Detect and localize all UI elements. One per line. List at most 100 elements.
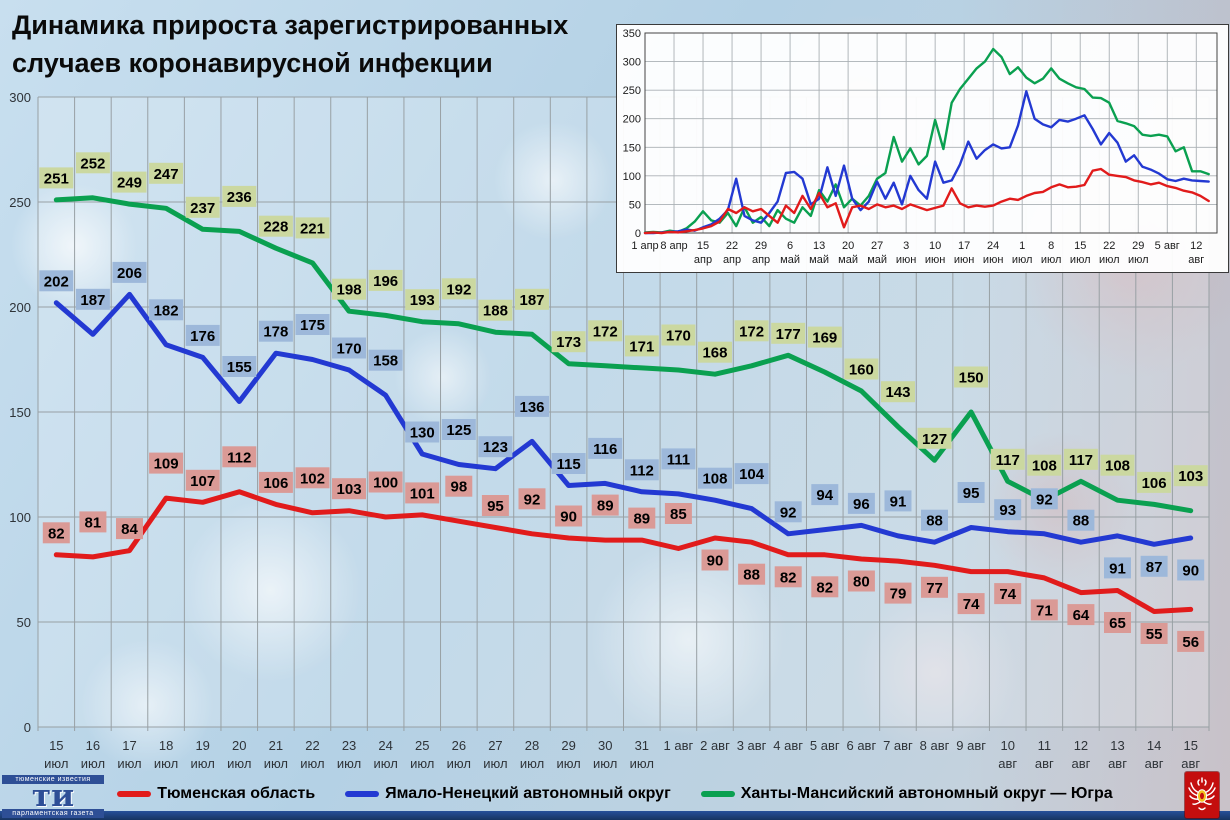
- svg-text:авг: авг: [1108, 756, 1127, 771]
- svg-text:5 авг: 5 авг: [810, 738, 840, 753]
- page-title: Динамика прироста зарегистрированных слу…: [12, 6, 568, 83]
- svg-text:23: 23: [342, 738, 356, 753]
- svg-text:100: 100: [373, 475, 398, 492]
- svg-text:июл: июл: [191, 756, 215, 771]
- svg-text:55: 55: [1146, 626, 1163, 643]
- svg-text:64: 64: [1073, 607, 1090, 624]
- svg-text:74: 74: [963, 596, 980, 613]
- svg-text:300: 300: [9, 90, 31, 105]
- svg-text:100: 100: [9, 510, 31, 525]
- svg-text:109: 109: [154, 456, 179, 473]
- green-line-swatch-icon: [700, 791, 735, 797]
- svg-text:50: 50: [17, 615, 31, 630]
- svg-text:177: 177: [776, 326, 801, 343]
- svg-text:82: 82: [816, 579, 833, 596]
- svg-text:92: 92: [780, 504, 797, 521]
- svg-text:июл: июл: [117, 756, 141, 771]
- svg-text:111: 111: [667, 451, 690, 468]
- svg-text:85: 85: [670, 506, 687, 523]
- svg-text:172: 172: [739, 323, 764, 340]
- inset-chart: 0 50 100 150 200 250 300 350 1 апр 8 апр 15 апр 22 ап…: [616, 24, 1229, 273]
- svg-text:173: 173: [556, 334, 581, 351]
- svg-text:56: 56: [1182, 634, 1199, 651]
- series-line-1: [53, 291, 1194, 547]
- svg-text:160: 160: [849, 362, 874, 379]
- svg-text:196: 196: [373, 273, 398, 290]
- inset-series-lines: [643, 47, 1210, 235]
- svg-text:170: 170: [666, 328, 691, 345]
- svg-text:15: 15: [1183, 738, 1197, 753]
- inset-series-line-2: [643, 47, 1210, 234]
- svg-text:182: 182: [154, 302, 179, 319]
- svg-text:74: 74: [999, 586, 1016, 603]
- svg-text:20: 20: [842, 240, 854, 252]
- svg-text:127: 127: [922, 431, 947, 448]
- svg-text:8 апр: 8 апр: [660, 240, 687, 252]
- svg-text:24: 24: [987, 240, 999, 252]
- svg-text:88: 88: [926, 513, 943, 530]
- svg-text:2 авг: 2 авг: [700, 738, 730, 753]
- svg-text:103: 103: [337, 481, 362, 498]
- svg-text:168: 168: [702, 345, 727, 362]
- svg-text:178: 178: [263, 324, 288, 341]
- svg-text:июл: июл: [373, 756, 397, 771]
- svg-text:авг: авг: [1188, 254, 1204, 266]
- svg-text:108: 108: [1105, 458, 1130, 475]
- svg-text:95: 95: [963, 485, 980, 502]
- svg-text:июл: июл: [1012, 254, 1033, 266]
- series-line-0: [53, 489, 1194, 614]
- svg-text:170: 170: [337, 341, 362, 358]
- svg-text:29: 29: [1132, 240, 1144, 252]
- tyumen-izvestia-logo: тюменские известия ти парламентская газе…: [2, 775, 104, 818]
- svg-text:29: 29: [755, 240, 767, 252]
- svg-text:95: 95: [487, 498, 504, 515]
- svg-text:247: 247: [154, 166, 179, 183]
- svg-text:206: 206: [117, 265, 142, 282]
- svg-text:26: 26: [452, 738, 466, 753]
- legend: Тюменская область Ямало-Ненецкий автоном…: [0, 785, 1230, 803]
- svg-text:0: 0: [635, 228, 641, 240]
- svg-text:200: 200: [623, 114, 641, 126]
- svg-text:июл: июл: [300, 756, 324, 771]
- svg-text:237: 237: [190, 200, 215, 217]
- svg-text:10: 10: [929, 240, 941, 252]
- rospotrebnadzor-emblem: [1185, 772, 1219, 818]
- svg-text:158: 158: [373, 353, 398, 370]
- double-headed-eagle-icon: [1188, 777, 1216, 811]
- svg-text:98: 98: [450, 479, 467, 496]
- svg-text:18: 18: [159, 738, 173, 753]
- svg-text:май: май: [809, 254, 829, 266]
- main-x-axis-labels: 15 июл 16 июл 17 июл 18 июл 19 июл 20 июл 21 июл 22 июл…: [44, 738, 1200, 771]
- svg-text:117: 117: [996, 452, 1020, 469]
- svg-text:300: 300: [623, 57, 641, 69]
- inset-series-line-0: [643, 167, 1210, 235]
- svg-text:90: 90: [1182, 563, 1199, 580]
- svg-text:188: 188: [483, 303, 508, 320]
- svg-text:250: 250: [9, 195, 31, 210]
- svg-text:июн: июн: [983, 254, 1003, 266]
- svg-text:апр: апр: [694, 254, 712, 266]
- svg-text:27: 27: [488, 738, 502, 753]
- svg-text:июл: июл: [1099, 254, 1120, 266]
- svg-text:79: 79: [890, 586, 907, 603]
- svg-text:10: 10: [1001, 738, 1015, 753]
- svg-text:июн: июн: [896, 254, 916, 266]
- svg-text:июл: июл: [410, 756, 434, 771]
- svg-text:90: 90: [707, 553, 724, 570]
- svg-text:15: 15: [49, 738, 63, 753]
- svg-text:12: 12: [1190, 240, 1202, 252]
- svg-text:106: 106: [263, 475, 288, 492]
- svg-text:июл: июл: [337, 756, 361, 771]
- svg-text:7 авг: 7 авг: [883, 738, 913, 753]
- svg-text:107: 107: [190, 473, 215, 490]
- svg-text:65: 65: [1109, 615, 1126, 632]
- svg-text:88: 88: [743, 567, 760, 584]
- svg-text:авг: авг: [1145, 756, 1164, 771]
- svg-text:июн: июн: [954, 254, 974, 266]
- svg-text:90: 90: [560, 509, 577, 526]
- svg-text:92: 92: [1036, 491, 1053, 508]
- svg-text:155: 155: [227, 359, 252, 376]
- inset-y-axis-labels: 0 50 100 150 200 250 300 350: [623, 28, 641, 240]
- svg-text:авг: авг: [998, 756, 1017, 771]
- svg-text:19: 19: [195, 738, 209, 753]
